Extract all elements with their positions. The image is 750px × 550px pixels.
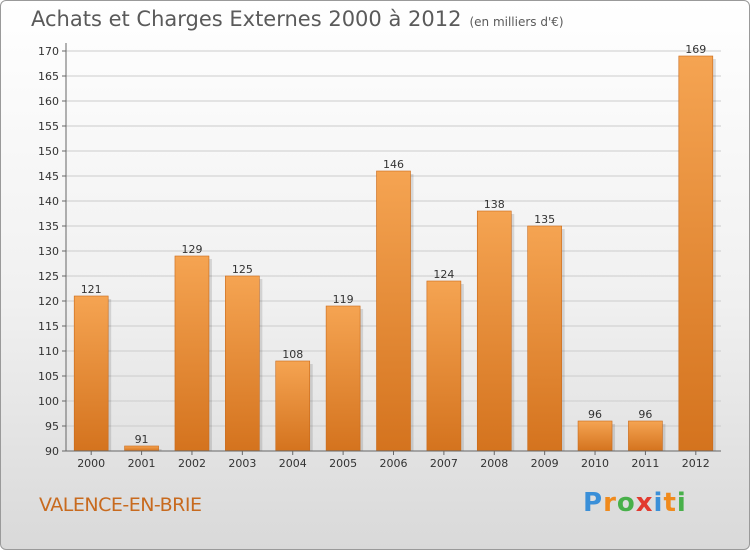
logo-letter: i (676, 488, 687, 518)
bar (174, 255, 210, 452)
bar (678, 55, 714, 452)
logo-letter: x (635, 488, 654, 518)
x-tick-label: 2000 (77, 457, 105, 470)
bar (275, 360, 311, 452)
x-tick-label: 2005 (329, 457, 357, 470)
y-tick-label: 90 (45, 445, 59, 458)
bar-value-label: 91 (135, 433, 149, 446)
bar-value-label: 124 (433, 268, 454, 281)
bar-value-label: 138 (484, 198, 505, 211)
y-tick-label: 140 (38, 195, 59, 208)
y-tick-label: 115 (38, 320, 59, 333)
bar-value-label: 135 (534, 213, 555, 226)
bar (325, 305, 361, 452)
y-tick-label: 110 (38, 345, 59, 358)
y-tick-label: 170 (38, 45, 59, 58)
y-tick-label: 160 (38, 95, 59, 108)
bar (225, 275, 260, 452)
chart-subtitle: (en milliers d'€) (469, 15, 564, 29)
bar-value-label: 121 (81, 283, 102, 296)
x-tick-label: 2012 (682, 457, 710, 470)
x-tick-label: 2007 (430, 457, 458, 470)
y-tick-label: 165 (38, 70, 59, 83)
logo-letter: o (616, 488, 636, 518)
axes: 90 95 100 105 110 115 120 125 130 135 140 145 150 155… (38, 43, 721, 470)
bar (527, 225, 562, 452)
x-tick-label: 2010 (581, 457, 609, 470)
logo-letter: P (583, 488, 604, 518)
bar-value-label: 119 (333, 293, 354, 306)
x-tick-label: 2011 (631, 457, 659, 470)
x-tick-label: 2006 (380, 457, 408, 470)
bar-value-label: 125 (232, 263, 253, 276)
x-tick-label: 2001 (128, 457, 156, 470)
y-tick-label: 130 (38, 245, 59, 258)
y-tick-label: 100 (38, 395, 59, 408)
logo-letter: r (603, 488, 617, 518)
y-tick-label: 155 (38, 120, 59, 133)
x-tick-label: 2009 (531, 457, 559, 470)
logo-letter: i (653, 488, 664, 518)
y-tick-label: 150 (38, 145, 59, 158)
bar-value-label: 146 (383, 158, 404, 171)
bar-value-label: 169 (685, 43, 706, 56)
x-tick-label: 2003 (228, 457, 256, 470)
bar (577, 420, 613, 452)
bar (476, 210, 512, 452)
x-tick-label: 2008 (480, 457, 508, 470)
chart-title-text: Achats et Charges Externes 2000 à 2012 (31, 7, 462, 31)
y-tick-label: 145 (38, 170, 59, 183)
x-tick-label: 2004 (279, 457, 307, 470)
chart-title: Achats et Charges Externes 2000 à 2012 (e… (31, 7, 564, 31)
y-tick-label: 120 (38, 295, 59, 308)
bar-value-label: 96 (588, 408, 602, 421)
y-tick-label: 125 (38, 270, 59, 283)
proxiti-logo[interactable]: Proxiti (583, 488, 687, 518)
commune-name: VALENCE-EN-BRIE (39, 494, 202, 516)
x-tick-label: 2002 (178, 457, 206, 470)
bar-value-label: 96 (638, 408, 652, 421)
bars: 121 91 129 125 108 119 146 124 138 135 96 96 169 (73, 43, 716, 452)
y-tick-label: 135 (38, 220, 59, 233)
bar-value-label: 108 (282, 348, 303, 361)
logo-letter: t (663, 488, 677, 518)
y-tick-label: 95 (45, 420, 59, 433)
bar (124, 445, 159, 452)
bar (628, 420, 663, 452)
y-tick-label: 105 (38, 370, 59, 383)
bar (73, 295, 109, 452)
bar (376, 170, 411, 452)
bar-value-label: 129 (181, 243, 202, 256)
bar (426, 280, 462, 452)
